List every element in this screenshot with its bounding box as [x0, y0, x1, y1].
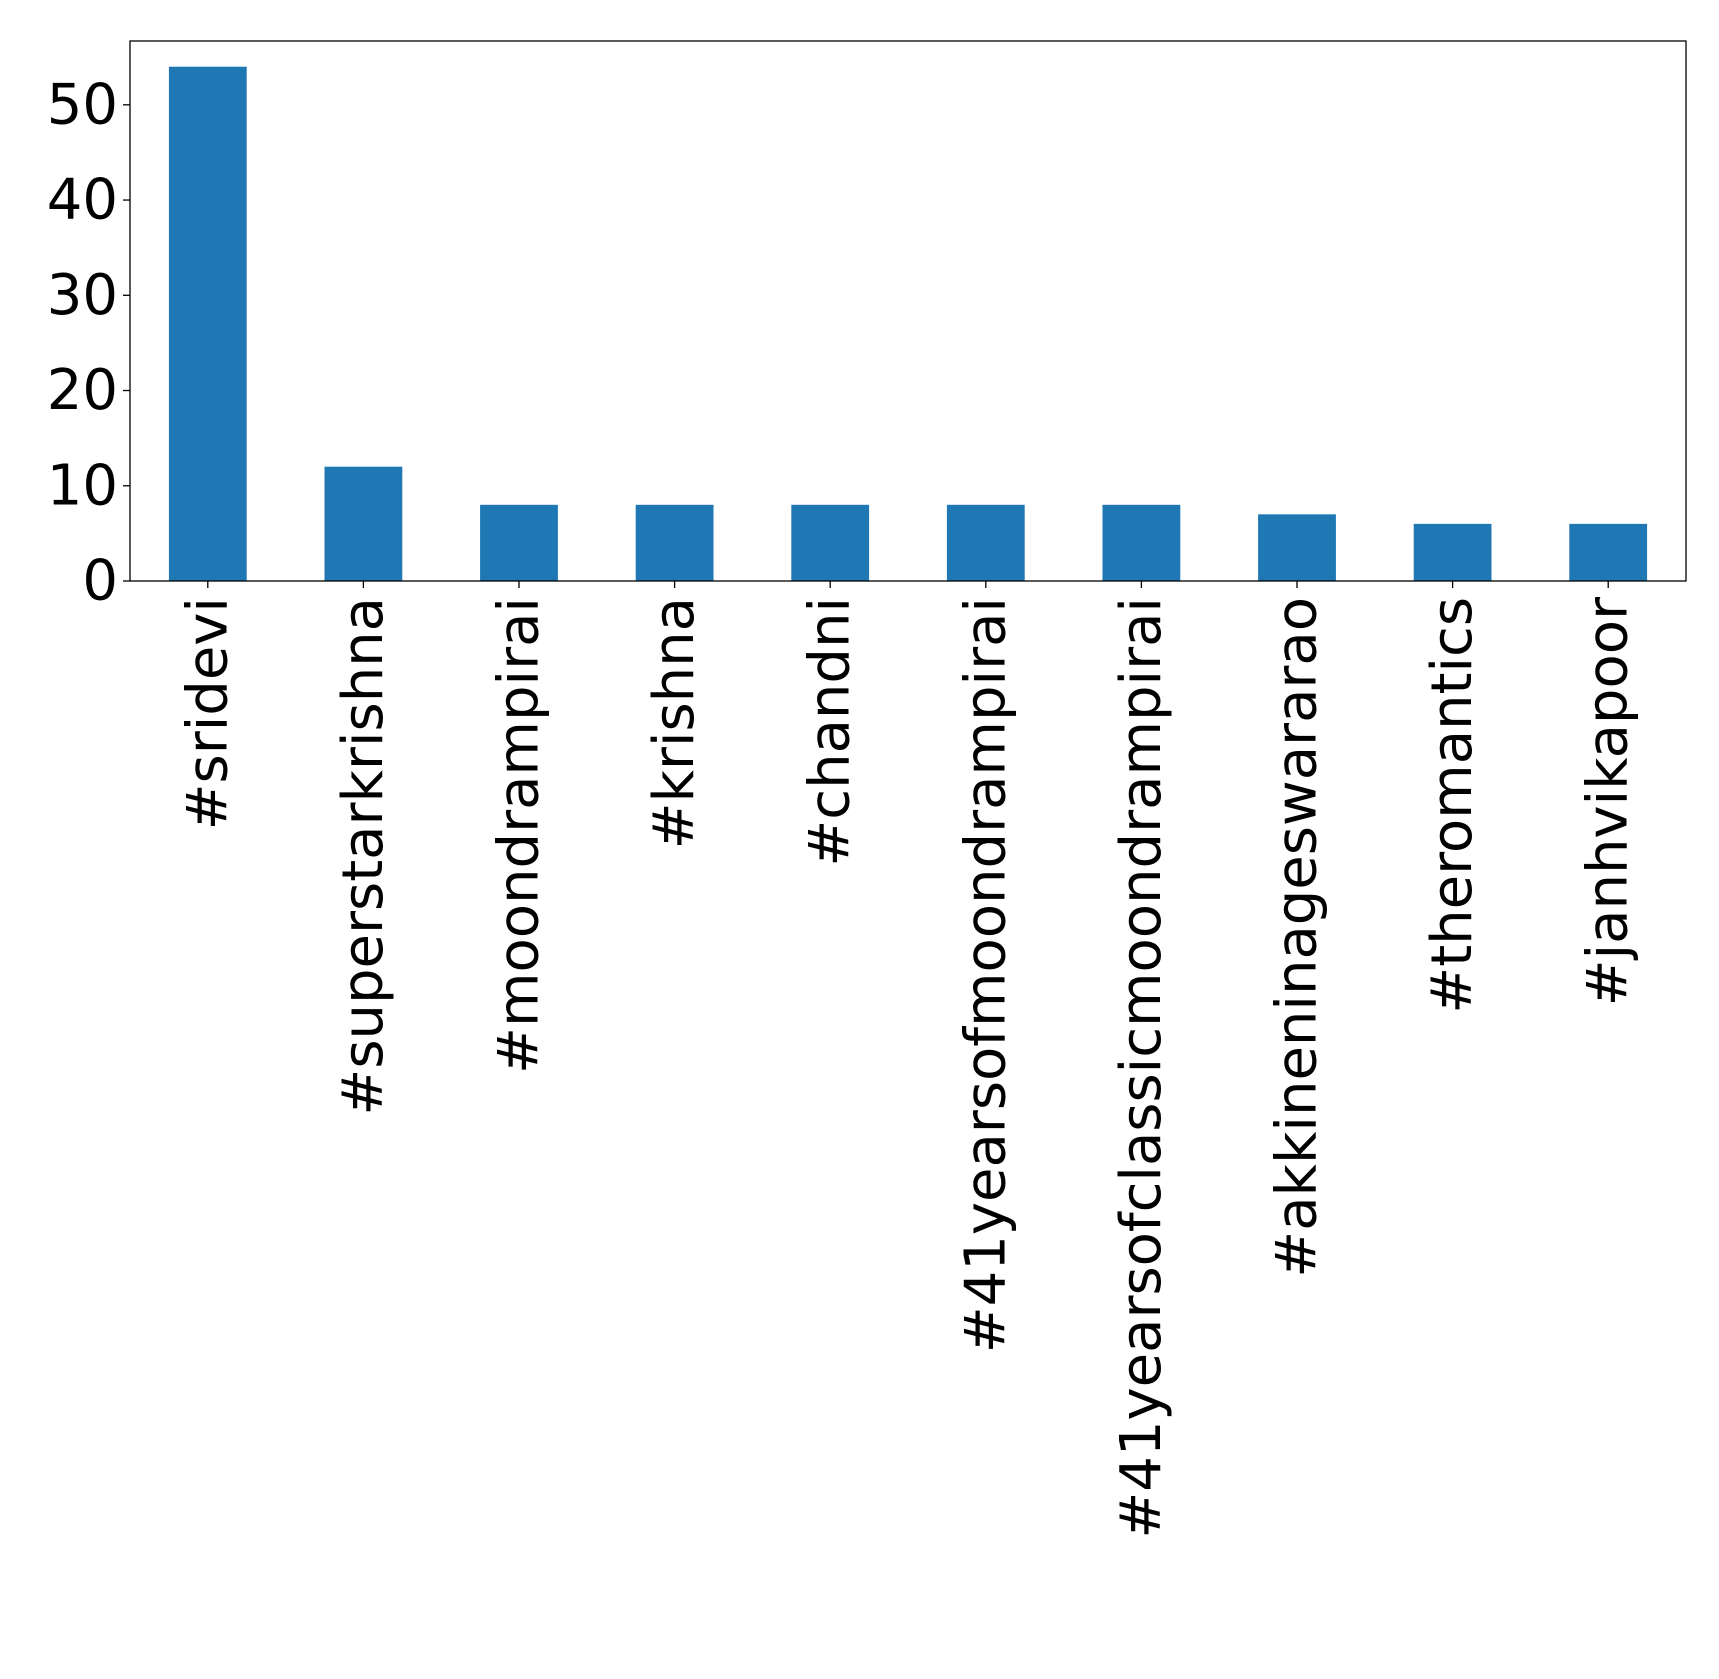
x-tick-label: #superstarkrishna	[331, 597, 396, 1116]
y-tick-label: 20	[47, 358, 118, 423]
bar-9	[1413, 523, 1492, 581]
bar-4	[635, 504, 714, 581]
bar-2	[324, 466, 403, 581]
y-tick-label: 40	[47, 168, 118, 233]
bar-5	[791, 504, 870, 581]
bar-10	[1569, 523, 1648, 581]
x-tick-label: #janhvikapoor	[1576, 596, 1641, 1006]
x-tick-label: #moondrampirai	[487, 597, 552, 1074]
y-axis: 0 10 20 30 40 50	[47, 72, 130, 614]
x-tick-label: #41yearsofmoondrampirai	[953, 597, 1018, 1353]
plot-frame	[129, 40, 1687, 582]
bar-6	[946, 504, 1025, 581]
bar-8	[1258, 514, 1336, 581]
x-axis: #sridevi #superstarkrishna #moondrampirai #…	[175, 581, 1641, 1539]
bar-1	[168, 66, 247, 581]
bar-7	[1102, 504, 1181, 581]
x-tick-label: #41yearsofclassicmoondrampirai	[1109, 597, 1174, 1539]
x-tick-label: #akkineninageswararao	[1265, 597, 1330, 1278]
y-tick-label: 10	[47, 453, 118, 518]
y-tick-label: 30	[47, 263, 118, 328]
x-tick-label: #sridevi	[175, 597, 240, 830]
x-tick-label: #chandni	[798, 597, 863, 867]
bars-group	[168, 66, 1648, 581]
y-tick-label: 50	[47, 72, 118, 137]
x-tick-label: #krishna	[642, 597, 707, 849]
y-tick-label: 0	[82, 549, 118, 614]
x-tick-label: #theromantics	[1420, 597, 1485, 1014]
bar-3	[480, 504, 558, 581]
